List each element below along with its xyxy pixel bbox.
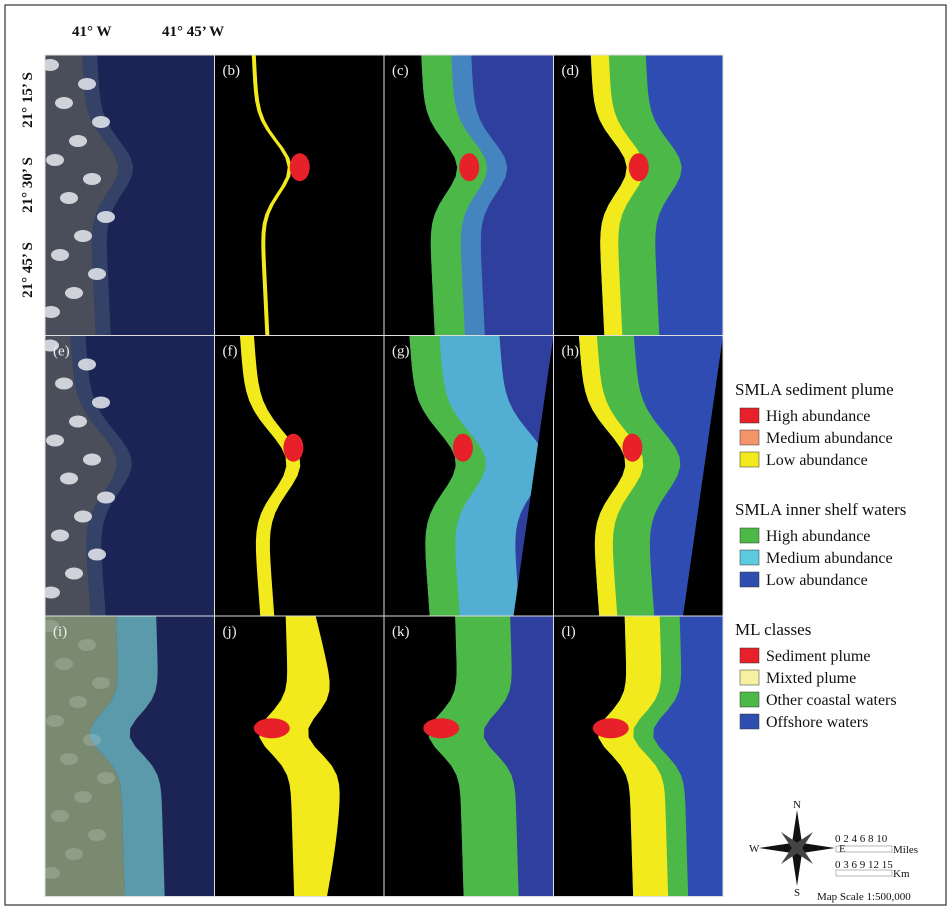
cloud — [74, 511, 92, 523]
legend-item: Offshore waters — [766, 714, 868, 731]
cloud — [51, 249, 69, 261]
legend-item: Mixted plume — [766, 670, 856, 687]
panel-label: (b) — [223, 63, 241, 79]
latitude-label: 21° 45’ S — [20, 242, 36, 298]
legend-item: Medium abundance — [766, 430, 893, 447]
plume-high — [629, 153, 649, 181]
legend-swatch — [740, 430, 759, 445]
plume-high — [622, 434, 642, 462]
plume-high — [283, 434, 303, 462]
legend-swatch — [740, 528, 759, 543]
cloud — [97, 772, 115, 784]
panel-label: (g) — [392, 344, 410, 360]
cloud — [92, 677, 110, 689]
cloud — [74, 791, 92, 803]
legend-item: High abundance — [766, 528, 870, 545]
plume-high — [593, 718, 629, 738]
cloud — [97, 211, 115, 223]
compass-n: N — [793, 799, 801, 811]
legend-title: SMLA sediment plume — [735, 380, 894, 399]
cloud — [88, 268, 106, 280]
cloud — [69, 416, 87, 428]
panel-label: (e) — [53, 344, 70, 360]
panel-label: (d) — [562, 63, 580, 79]
cloud — [83, 454, 101, 466]
latitude-label: 21° 30’ S — [20, 157, 36, 213]
cloud — [51, 810, 69, 822]
panel-label: (h) — [562, 344, 580, 360]
plume-high — [254, 718, 290, 738]
miles-ticks: 0 2 4 6 8 10 — [835, 833, 888, 845]
plume-high — [423, 718, 459, 738]
cloud — [92, 116, 110, 128]
cloud — [65, 848, 83, 860]
compass-s: S — [794, 887, 800, 899]
cloud — [46, 435, 64, 447]
cloud — [74, 230, 92, 242]
legend-item: High abundance — [766, 408, 870, 425]
legend-title: SMLA inner shelf waters — [735, 500, 906, 519]
map-scale: Map Scale 1:500,000 — [817, 891, 911, 903]
cloud — [65, 568, 83, 580]
cloud — [69, 696, 87, 708]
legend-swatch — [740, 572, 759, 587]
legend-item: Medium abundance — [766, 550, 893, 567]
panel-label: (f) — [223, 344, 238, 360]
figure: (b)(c)(d)(e)(f)(g)(h)(i)(j)(k)(l) 41° W … — [0, 0, 952, 911]
panel-label: (c) — [392, 63, 409, 79]
legend-swatch — [740, 692, 759, 707]
cloud — [78, 639, 96, 651]
legend-item: Low abundance — [766, 452, 868, 469]
cloud — [51, 530, 69, 542]
panel-label: (j) — [223, 624, 237, 640]
plume-high — [459, 153, 479, 181]
legend-swatch — [740, 670, 759, 685]
legend-swatch — [740, 408, 759, 423]
cloud — [97, 492, 115, 504]
cloud — [60, 473, 78, 485]
cloud — [55, 658, 73, 670]
cloud — [55, 378, 73, 390]
miles-unit: Miles — [893, 844, 918, 856]
cloud — [83, 734, 101, 746]
cloud — [65, 287, 83, 299]
plume-high — [290, 153, 310, 181]
plume-high — [453, 434, 473, 462]
cloud — [55, 97, 73, 109]
legend-swatch — [740, 452, 759, 467]
cloud — [88, 829, 106, 841]
longitude-label: 41° 45’ W — [162, 24, 224, 40]
cloud — [88, 549, 106, 561]
cloud — [60, 753, 78, 765]
legend-swatch — [740, 550, 759, 565]
cloud — [83, 173, 101, 185]
panels: (b) (c) (d) (e) (f) (g) (h) (i) (j) (k) (l) — [0, 55, 723, 897]
panel-label: (k) — [392, 624, 410, 640]
km-ticks: 0 3 6 9 12 15 — [835, 859, 893, 871]
legend-item: Low abundance — [766, 572, 868, 589]
compass-w: W — [749, 843, 760, 855]
latitude-label: 21° 15’ S — [20, 72, 36, 128]
cloud — [92, 397, 110, 409]
legend-item: Other coastal waters — [766, 692, 897, 709]
cloud — [78, 78, 96, 90]
legend-swatch — [740, 648, 759, 663]
km-unit: Km — [893, 868, 910, 880]
longitude-label: 41° W — [72, 24, 111, 40]
legend-item: Sediment plume — [766, 648, 870, 665]
legend-title: ML classes — [735, 620, 811, 639]
cloud — [78, 359, 96, 371]
legend-swatch — [740, 714, 759, 729]
cloud — [60, 192, 78, 204]
cloud — [46, 715, 64, 727]
panel-label: (l) — [562, 624, 576, 640]
cloud — [46, 154, 64, 166]
panel-label: (i) — [53, 624, 67, 640]
cloud — [69, 135, 87, 147]
